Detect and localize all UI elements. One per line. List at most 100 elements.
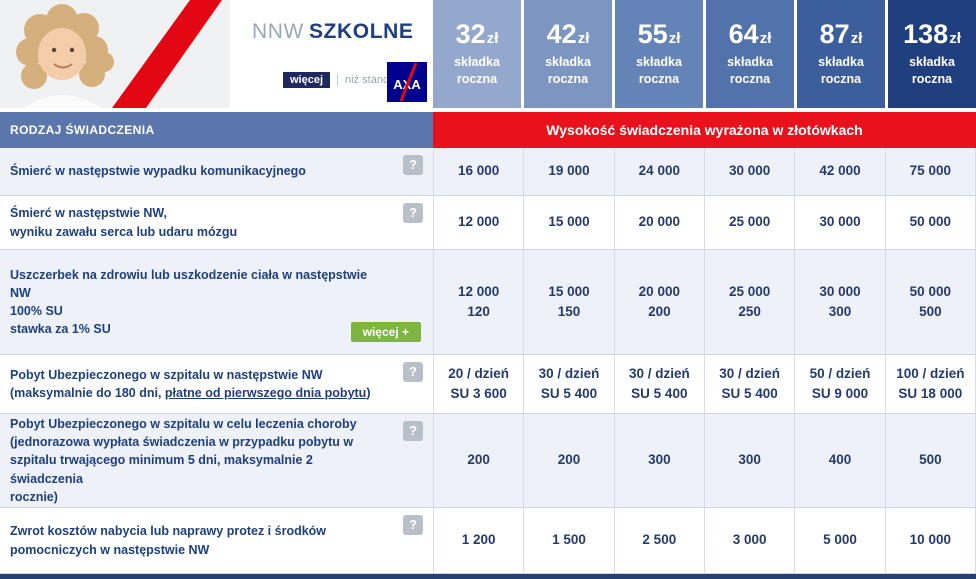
help-icon[interactable]: ? <box>403 515 423 535</box>
value-cell: 16 000 <box>433 148 523 195</box>
benefit-label: Pobyt Ubezpieczonego w szpitalu w celu l… <box>10 417 357 432</box>
table-row: Zwrot kosztów nabycia lub naprawy protez… <box>0 508 976 574</box>
value-cell: 19 000 <box>523 148 613 195</box>
value-cell: 30 / dzień SU 5 400 <box>613 355 704 413</box>
value-cell: 20 / dzień SU 3 600 <box>433 355 523 413</box>
benefit-label: rocznie) <box>10 489 58 504</box>
benefit-label: wyniku zawału serca lub udaru mózgu <box>10 224 238 239</box>
value-cell: 500 <box>884 414 975 507</box>
help-icon[interactable]: ? <box>403 421 423 441</box>
value-cell: 200 <box>433 414 523 507</box>
benefit-label-cell: Pobyt Ubezpieczonego w szpitalu w następ… <box>0 355 433 413</box>
benefit-amount-header: Wysokość świadczenia wyrażona w złotówka… <box>433 112 976 148</box>
benefit-label: Uszczerbek na zdrowiu lub uszkodzenie ci… <box>10 267 368 300</box>
benefit-values: 12 000 120 15 000 150 20 000 200 25 000 250 30 0… <box>433 250 976 354</box>
value-cell: 25 000 <box>704 196 794 249</box>
value-cell: 75 000 <box>884 148 975 195</box>
value-cell: 1 500 <box>523 508 613 573</box>
value-cell: 5 000 <box>794 508 884 573</box>
benefit-values: 20 / dzień SU 3 600 30 / dzień SU 5 400 30 /… <box>433 355 976 413</box>
plan-header: 87zł składka roczna <box>797 0 885 108</box>
benefit-label-prefix: (maksymalnie do 180 dni, <box>10 386 165 400</box>
child-photo <box>0 0 230 108</box>
axa-logo: AXA <box>387 62 427 102</box>
plan-header-row: 32zł składka roczna 42zł składka roczna 55zł sk… <box>433 0 976 108</box>
value-cell: 12 000 <box>433 196 523 249</box>
benefit-label-cell: Śmierć w następstwie wypadku komunikacyj… <box>0 148 433 195</box>
benefit-type-header: RODZAJ ŚWIADCZENIA <box>0 112 433 148</box>
value-cell: 100 / dzień SU 18 000 <box>884 355 975 413</box>
value-cell: 30 000 <box>794 196 884 249</box>
table-row: Uszczerbek na zdrowiu lub uszkodzenie ci… <box>0 250 976 355</box>
plan-header: 138zł składka roczna <box>888 0 976 108</box>
benefit-label: Zwrot kosztów nabycia lub naprawy protez… <box>10 524 327 539</box>
benefit-label: (jednorazowa wypłata świadczenia w przyp… <box>10 435 354 450</box>
table-row: Pobyt Ubezpieczonego w szpitalu w celu l… <box>0 414 976 508</box>
benefit-label: 100% SU <box>10 304 63 318</box>
tagline-wiecej: więcej <box>283 72 331 88</box>
value-cell: 1 200 <box>433 508 523 573</box>
value-cell: 50 000 500 <box>884 250 975 354</box>
plan-header: 32zł składka roczna <box>433 0 521 108</box>
benefit-values: 16 000 19 000 24 000 30 000 42 000 75 000 <box>433 148 976 195</box>
table-row: Pobyt Ubezpieczonego w szpitalu w następ… <box>0 355 976 414</box>
help-icon[interactable]: ? <box>403 362 423 382</box>
plan-header: 42zł składka roczna <box>524 0 612 108</box>
benefit-label: stawka za 1% SU <box>10 322 111 337</box>
value-cell: 25 000 250 <box>704 250 794 354</box>
value-cell: 3 000 <box>704 508 794 573</box>
value-cell: 24 000 <box>613 148 704 195</box>
value-cell: 50 000 <box>884 196 975 249</box>
table-row: Śmierć w następstwie NW, wyniku zawału s… <box>0 196 976 250</box>
value-cell: 30 / dzień SU 5 400 <box>523 355 613 413</box>
value-cell: 2 500 <box>613 508 704 573</box>
value-cell: 20 000 <box>613 196 704 249</box>
benefit-values: 200 200 300 300 400 500 <box>433 414 976 507</box>
value-cell: 300 <box>704 414 794 507</box>
benefit-label-suffix: ) <box>366 386 371 400</box>
value-cell: 15 000 <box>523 196 613 249</box>
brand-title: NNW SZKOLNE <box>252 20 414 44</box>
benefit-label-cell: Śmierć w następstwie NW, wyniku zawału s… <box>0 196 433 249</box>
benefit-label: Pobyt Ubezpieczonego w szpitalu w następ… <box>10 367 323 382</box>
axa-logo-stripe <box>399 62 418 102</box>
benefit-label: pomocniczych w następstwie NW <box>10 542 210 557</box>
value-cell: 400 <box>794 414 884 507</box>
brand-area: NNW SZKOLNE więcej niż standard AXA <box>0 0 433 108</box>
value-cell: 12 000 120 <box>433 250 523 354</box>
table-section-header: RODZAJ ŚWIADCZENIA Wysokość świadczenia … <box>0 112 976 148</box>
table-row: Śmierć w następstwie wypadku komunikacyj… <box>0 148 976 196</box>
value-cell: 15 000 150 <box>523 250 613 354</box>
value-cell: 200 <box>523 414 613 507</box>
benefit-label-cell: Uszczerbek na zdrowiu lub uszkodzenie ci… <box>0 250 433 354</box>
help-icon[interactable]: ? <box>403 155 423 175</box>
next-section-edge <box>0 574 976 579</box>
brand-title-szkolne: SZKOLNE <box>308 20 414 43</box>
value-cell: 20 000 200 <box>613 250 704 354</box>
value-cell: 50 / dzień SU 9 000 <box>794 355 884 413</box>
value-cell: 300 <box>613 414 704 507</box>
value-cell: 30 000 <box>704 148 794 195</box>
plan-header: 55zł składka roczna <box>615 0 703 108</box>
value-cell: 42 000 <box>794 148 884 195</box>
plan-header: 64zł składka roczna <box>706 0 794 108</box>
red-swoosh <box>112 0 222 108</box>
benefit-label-cell: Pobyt Ubezpieczonego w szpitalu w celu l… <box>0 414 433 507</box>
benefit-label-cell: Zwrot kosztów nabycia lub naprawy protez… <box>0 508 433 573</box>
benefit-label: Śmierć w następstwie wypadku komunikacyj… <box>10 164 306 179</box>
value-cell: 30 / dzień SU 5 400 <box>704 355 794 413</box>
value-cell: 30 000 300 <box>794 250 884 354</box>
hair-curls <box>16 4 114 89</box>
benefit-label: Śmierć w następstwie NW, <box>10 206 167 221</box>
value-cell: 10 000 <box>884 508 975 573</box>
brand-title-nnw: NNW <box>252 20 304 43</box>
benefit-label: (maksymalnie do 180 dni, płatne od pierw… <box>10 384 389 402</box>
help-icon[interactable]: ? <box>403 203 423 223</box>
benefit-label: szpitalu trwającego minimum 5 dni, maksy… <box>10 453 313 486</box>
benefit-values: 12 000 15 000 20 000 25 000 30 000 50 000 <box>433 196 976 249</box>
paid-from-first-day-link[interactable]: płatne od pierwszego dnia pobytu <box>164 386 367 400</box>
benefit-values: 1 200 1 500 2 500 3 000 5 000 10 000 <box>433 508 976 573</box>
more-button[interactable]: więcej + <box>350 322 421 342</box>
page-header: NNW SZKOLNE więcej niż standard AXA 32zł s… <box>0 0 976 108</box>
